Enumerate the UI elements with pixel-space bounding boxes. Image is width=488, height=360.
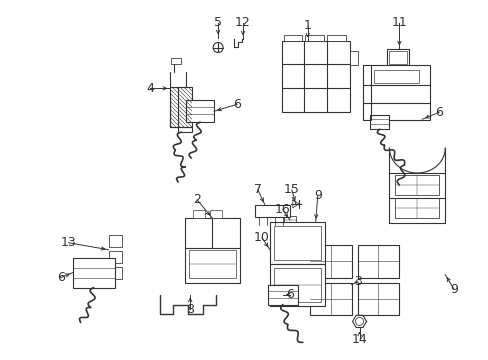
Bar [395,198,438,218]
Bar [273,226,320,260]
Text: 7: 7 [253,184,262,197]
Text: 10: 10 [253,231,269,244]
Bar [357,283,399,315]
Bar [254,205,289,217]
Text: 4: 4 [146,82,154,95]
Text: 6: 6 [285,288,293,301]
Text: 6: 6 [57,271,64,284]
Bar [309,283,351,315]
Bar [386,49,408,67]
Bar [73,258,114,288]
Text: 2: 2 [193,193,201,206]
Bar [349,50,357,66]
Bar [108,251,122,263]
Text: 11: 11 [391,16,407,29]
Bar [305,35,324,41]
Bar [171,58,181,64]
Text: 14: 14 [351,333,366,346]
Bar [395,175,438,195]
Bar [185,218,240,283]
Text: 13: 13 [61,236,77,249]
Text: 16: 16 [274,203,290,216]
Bar [267,285,297,305]
Bar [281,41,349,112]
Bar [388,50,407,64]
Bar [326,35,345,41]
Text: 15: 15 [284,184,299,197]
Bar [369,115,388,129]
Bar [357,245,399,278]
Text: 3: 3 [353,275,361,288]
Bar [210,210,222,218]
Bar [309,245,351,278]
Text: 5: 5 [214,16,222,29]
Bar [189,250,236,278]
Bar [269,222,324,264]
Bar [170,87,192,127]
Text: 6: 6 [434,106,442,119]
Text: 1: 1 [303,19,311,32]
Bar [108,235,122,247]
Bar [273,268,320,302]
Text: 9: 9 [313,189,321,202]
Text: 6: 6 [233,98,241,111]
Bar [374,71,419,84]
Text: 8: 8 [186,303,194,316]
Bar [186,100,214,122]
Bar [193,210,205,218]
Bar [269,264,324,306]
Bar [283,216,295,224]
Text: 9: 9 [449,283,457,296]
Bar [108,267,122,279]
Bar [362,66,429,120]
Text: 12: 12 [235,16,250,29]
Bar [283,35,302,41]
